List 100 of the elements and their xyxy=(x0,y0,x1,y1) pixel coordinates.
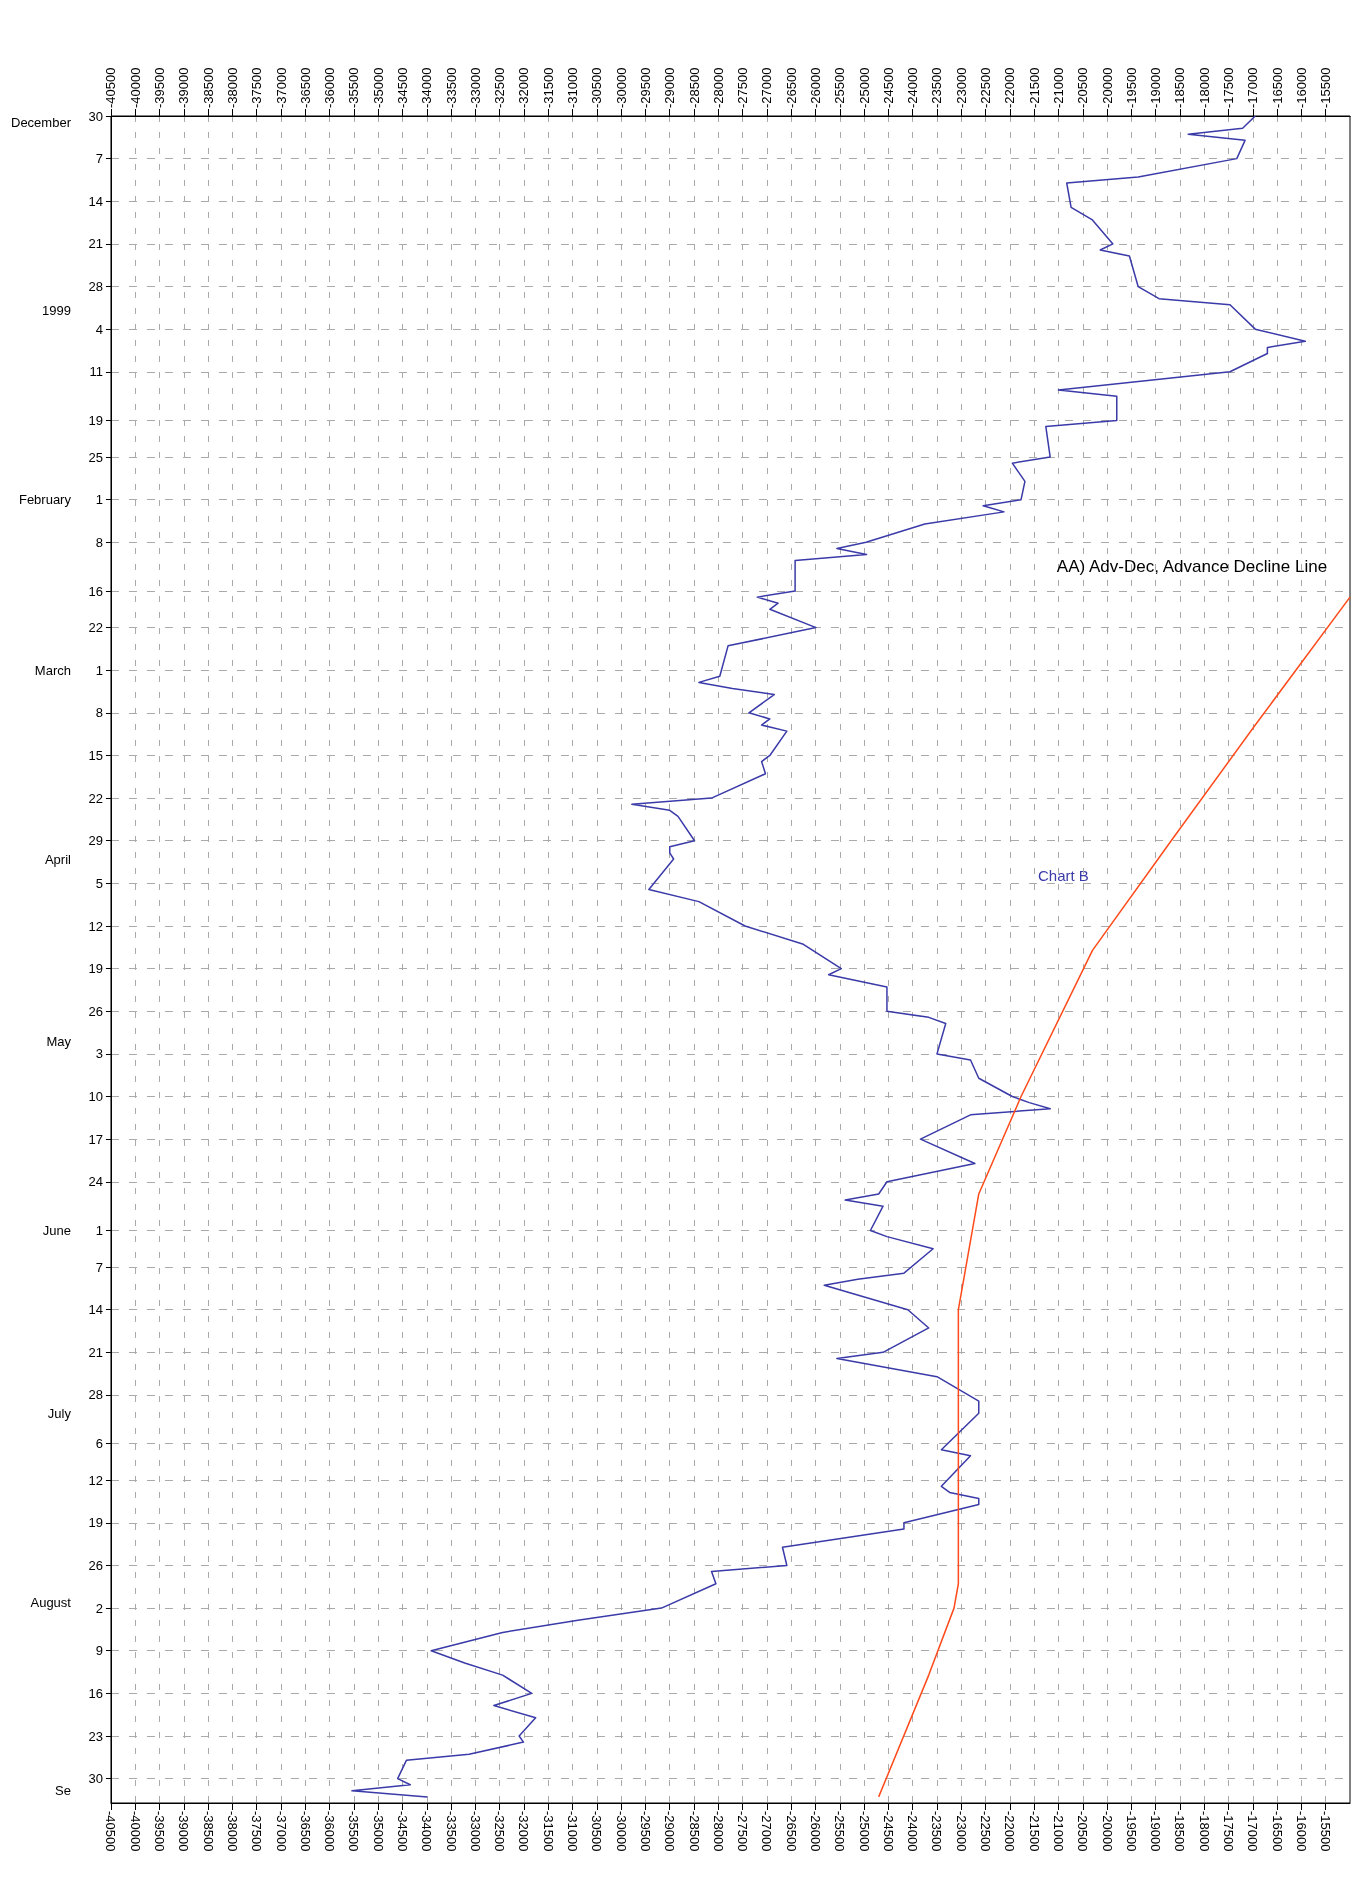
y2-tick-label: May xyxy=(46,1034,72,1050)
y-tick-label: 15 xyxy=(88,747,103,763)
x2-tick-label: -39000 xyxy=(176,67,192,108)
x-tick-label: -19500 xyxy=(1123,1811,1139,1852)
x-tick-label: -26000 xyxy=(808,1811,824,1852)
x-tick-label: -21000 xyxy=(1050,1811,1066,1852)
x2-tick-label: -36500 xyxy=(297,67,313,108)
x2-tick-label: -24500 xyxy=(880,67,896,108)
x2-tick-label: -24000 xyxy=(905,67,921,108)
y-tick-label: 8 xyxy=(95,705,103,721)
x-tick-label: -23000 xyxy=(953,1811,969,1852)
y-tick-label: 22 xyxy=(88,790,103,806)
y-tick-label: 6 xyxy=(95,1436,103,1452)
x-tick-label: -20000 xyxy=(1099,1811,1115,1852)
x-tick-label: -16000 xyxy=(1293,1811,1309,1852)
x2-tick-label: -30500 xyxy=(589,67,605,108)
x-tick-label: -22500 xyxy=(978,1811,994,1852)
x2-tick-label: -40000 xyxy=(127,67,143,108)
x-tick-label: -17500 xyxy=(1221,1811,1237,1852)
x-tick-label: -15500 xyxy=(1318,1811,1334,1852)
x2-tick-label: -16500 xyxy=(1269,67,1285,108)
x-tick-label: -35000 xyxy=(370,1811,386,1852)
y-tick-label: 9 xyxy=(95,1643,103,1659)
x2-tick-label: -34500 xyxy=(395,67,410,108)
x2-tick-label: -25000 xyxy=(856,67,872,108)
x-tick-label: -34500 xyxy=(395,1811,410,1852)
x-tick-label: -39000 xyxy=(176,1811,192,1852)
x2-tick-label: -31000 xyxy=(565,67,581,108)
x2-tick-label: -21500 xyxy=(1026,67,1042,108)
y-tick-label: 29 xyxy=(88,833,103,849)
y-tick-label: 3 xyxy=(95,1046,103,1062)
x-tick-label: -36000 xyxy=(322,1811,338,1852)
x2-tick-label: -23500 xyxy=(929,67,945,108)
y2-tick-label: March xyxy=(34,662,71,678)
x2-tick-label: -30000 xyxy=(613,67,629,108)
x-tick-label: -18500 xyxy=(1172,1811,1188,1852)
y-tick-label: 28 xyxy=(88,279,103,295)
x-tick-label: -36500 xyxy=(297,1811,313,1852)
x-tick-label: -31500 xyxy=(540,1811,556,1852)
x2-tick-label: -20500 xyxy=(1075,67,1091,108)
y-tick-label: 2 xyxy=(95,1600,103,1616)
x2-tick-label: -34000 xyxy=(419,67,435,108)
y-tick-label: 10 xyxy=(88,1089,103,1105)
y-tick-label: 8 xyxy=(95,534,103,550)
x2-tick-label: -26500 xyxy=(783,67,799,108)
y2-tick-label: 1999 xyxy=(42,303,71,319)
x-tick-label: -32500 xyxy=(492,1811,508,1852)
x-tick-label: -25500 xyxy=(832,1811,848,1852)
x2-tick-label: -17500 xyxy=(1221,67,1237,108)
y2-tick-label: July xyxy=(47,1405,72,1421)
x2-tick-label: -37000 xyxy=(273,67,289,108)
y-tick-label: 19 xyxy=(88,961,103,977)
y-tick-label: 14 xyxy=(88,1302,103,1318)
x2-tick-label: -18000 xyxy=(1196,67,1212,108)
y-tick-label: 21 xyxy=(88,1344,103,1360)
x2-tick-label: -17000 xyxy=(1245,67,1261,108)
x2-tick-label: -16000 xyxy=(1293,67,1309,108)
x-tick-label: -24000 xyxy=(905,1811,921,1852)
y-tick-label: 17 xyxy=(88,1131,103,1147)
x2-tick-label: -19500 xyxy=(1123,67,1139,108)
x-tick-label: -37000 xyxy=(273,1811,289,1852)
x-tick-label: -29000 xyxy=(662,1811,678,1852)
x-tick-label: -21500 xyxy=(1026,1811,1042,1852)
x-tick-label: -26500 xyxy=(783,1811,799,1852)
y2-tick-label: Se xyxy=(55,1783,71,1799)
x2-tick-label: -15500 xyxy=(1318,67,1334,108)
x-tick-label: -38000 xyxy=(224,1811,240,1852)
y-tick-label: 12 xyxy=(88,918,103,934)
y2-tick-label: August xyxy=(30,1594,72,1610)
x2-tick-label: -27000 xyxy=(759,67,775,108)
x2-tick-label: -39500 xyxy=(152,67,168,108)
y-tick-label: 11 xyxy=(89,364,103,380)
x-tick-label: -38500 xyxy=(200,1811,216,1852)
x-tick-label: -31000 xyxy=(565,1811,581,1852)
x-tick-label: -27500 xyxy=(735,1811,751,1852)
x2-tick-label: -25500 xyxy=(832,67,848,108)
x-tick-label: -32000 xyxy=(516,1811,532,1852)
x-tick-label: -37500 xyxy=(249,1811,265,1852)
x2-tick-label: -35000 xyxy=(370,67,386,108)
x-tick-label: -17000 xyxy=(1245,1811,1261,1852)
x2-tick-label: -33500 xyxy=(443,67,459,108)
x2-tick-label: -29500 xyxy=(637,67,653,108)
x-tick-label: -33500 xyxy=(443,1811,459,1852)
y2-tick-label: February xyxy=(18,492,72,508)
y-tick-label: 16 xyxy=(88,583,103,599)
x2-tick-label: -32000 xyxy=(516,67,532,108)
x-tick-label: -27000 xyxy=(759,1811,775,1852)
x-tick-label: -34000 xyxy=(419,1811,435,1852)
x2-tick-label: -28500 xyxy=(686,67,702,108)
y-tick-label: 23 xyxy=(88,1728,103,1744)
y-tick-label: 1 xyxy=(95,492,103,508)
x-tick-label: -28500 xyxy=(686,1811,702,1852)
x2-tick-label: -19000 xyxy=(1148,67,1164,108)
x2-tick-label: -33000 xyxy=(467,67,483,108)
y-tick-label: 5 xyxy=(95,875,103,891)
x2-tick-label: -26000 xyxy=(808,67,824,108)
x2-tick-label: -28000 xyxy=(710,67,726,108)
x2-tick-label: -38500 xyxy=(200,67,216,108)
x2-tick-label: -37500 xyxy=(249,67,265,108)
x2-tick-label: -32500 xyxy=(492,67,508,108)
